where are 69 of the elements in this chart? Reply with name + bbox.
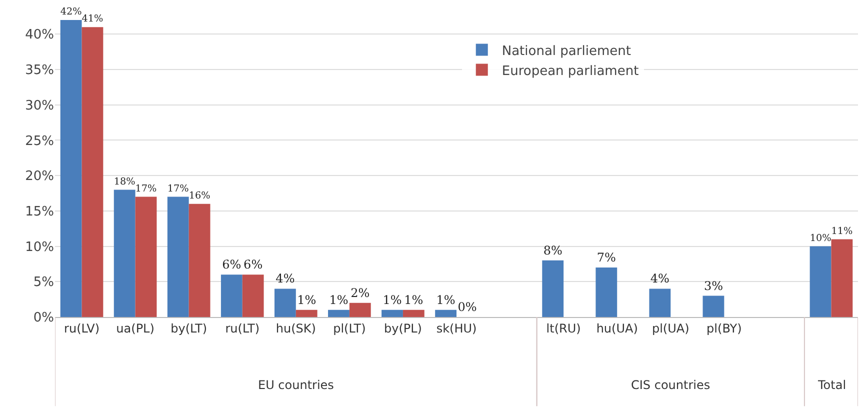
y-tick-label: 10% (25, 240, 54, 255)
x-tick-label: by(PL) (384, 321, 422, 336)
bar (82, 27, 104, 317)
y-tick-label: 20% (25, 169, 54, 184)
data-label: 7% (596, 250, 616, 264)
bar (382, 310, 403, 317)
x-tick-label: pl(LT) (333, 321, 366, 336)
bar (188, 204, 210, 317)
bar (296, 310, 318, 317)
data-label: 10% (810, 232, 832, 244)
x-tick-label: ru(LV) (64, 321, 100, 336)
data-label: 6% (222, 258, 242, 272)
bar (831, 239, 853, 317)
y-tick-label: 35% (25, 63, 54, 78)
x-tick-label: by(LT) (170, 321, 208, 336)
data-label: 2% (350, 286, 370, 300)
x-tick-label: lt(RU) (546, 321, 581, 336)
text: EU countries (258, 378, 334, 392)
data-label: 16% (188, 190, 210, 202)
y-tick-label: 15% (25, 204, 54, 220)
x-tick-label: pl(UA) (652, 321, 690, 336)
data-label: 0% (458, 300, 477, 314)
bar (60, 20, 82, 317)
bar (649, 288, 671, 317)
text: CIS countries (631, 378, 710, 392)
legend-label: National parliement (502, 44, 631, 59)
bar (402, 310, 424, 317)
y-tick-label: 0% (33, 310, 54, 326)
data-label: 1% (404, 292, 424, 307)
bar (328, 310, 350, 317)
bar (596, 268, 618, 317)
data-label: 4% (650, 272, 670, 286)
bar (435, 310, 456, 317)
bar (135, 196, 157, 317)
data-label: 8% (543, 243, 562, 258)
x-tick-label: pl(BY) (706, 321, 742, 336)
bar (542, 260, 564, 317)
bar (242, 274, 264, 317)
data-label: 17% (135, 183, 157, 194)
bar (349, 302, 371, 317)
x-tick-label: sk(HU) (436, 321, 477, 336)
bar (220, 274, 242, 317)
data-label: 18% (114, 176, 136, 188)
data-label: 3% (704, 278, 723, 293)
bar (702, 296, 724, 317)
x-tick-label: hu(SK) (276, 321, 316, 336)
data-label: 11% (831, 226, 853, 237)
data-label: 1% (329, 292, 348, 307)
bar (114, 190, 136, 317)
legend-label: European parliament (502, 64, 639, 79)
text: Total (817, 378, 846, 392)
data-label: 4% (276, 272, 295, 286)
y-tick-label: 40% (25, 28, 54, 43)
data-label: 17% (167, 183, 189, 194)
data-label: 41% (82, 14, 104, 25)
bar (167, 196, 189, 317)
data-label: 42% (60, 6, 82, 18)
y-tick-label: 30% (25, 98, 54, 114)
data-label: 6% (244, 258, 263, 272)
y-tick-label: 25% (25, 134, 54, 149)
bar (810, 246, 832, 317)
y-tick-label: 5% (33, 275, 54, 290)
data-label: 1% (382, 292, 402, 307)
data-label: 1% (297, 292, 316, 307)
bar (274, 288, 296, 317)
x-tick-label: ru(LT) (225, 321, 260, 336)
data-label: 1% (436, 292, 456, 307)
x-tick-label: ua(PL) (116, 321, 154, 336)
x-tick-label: hu(UA) (596, 321, 638, 336)
